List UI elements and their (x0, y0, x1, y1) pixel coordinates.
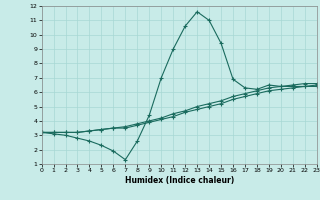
X-axis label: Humidex (Indice chaleur): Humidex (Indice chaleur) (124, 176, 234, 185)
